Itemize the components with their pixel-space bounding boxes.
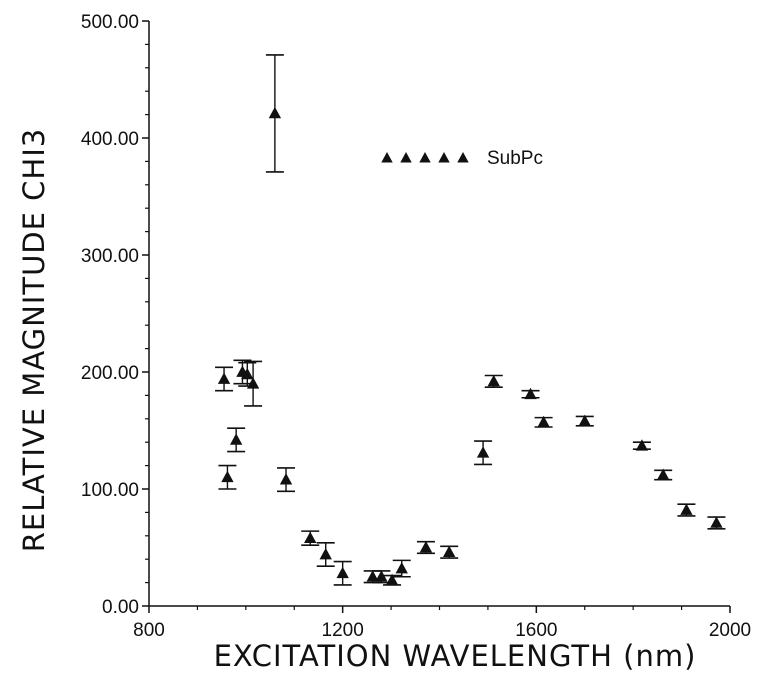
y-axis-title: RELATIVE MAGNITUDE CHI3 xyxy=(17,128,51,552)
data-point-triangle xyxy=(229,433,243,445)
y-tick-label: 500.00 xyxy=(81,12,139,33)
x-tick-label: 800 xyxy=(133,620,165,641)
data-point-triangle xyxy=(476,446,490,458)
data-point-triangle xyxy=(710,516,723,528)
y-tick-label: 200.00 xyxy=(81,363,139,384)
data-point-triangle xyxy=(524,387,537,400)
data-point-triangle xyxy=(680,503,693,515)
ticks xyxy=(142,20,731,613)
y-tick-label: 100.00 xyxy=(81,480,139,501)
legend-marker xyxy=(457,152,469,163)
legend-markers xyxy=(381,152,469,163)
data-point-triangle xyxy=(221,470,234,483)
data-point-triangle xyxy=(578,414,591,427)
data-point-triangle xyxy=(241,367,254,380)
legend-marker xyxy=(381,152,393,163)
axes xyxy=(148,21,730,607)
data-point-triangle xyxy=(635,439,649,451)
data-point-triangle xyxy=(537,415,550,428)
x-tick-labels: 800 1200 1600 2000 xyxy=(133,620,751,641)
legend: SubPc xyxy=(381,148,543,169)
data-point-triangle xyxy=(395,562,408,574)
y-tick-label: 0.00 xyxy=(102,597,139,618)
x-axis-title: EXCITATION WAVELENGTH (nm) xyxy=(214,639,697,673)
data-point-triangle xyxy=(217,372,231,384)
y-tick-label: 300.00 xyxy=(81,246,139,267)
legend-label: SubPc xyxy=(487,148,543,169)
data-point-triangle xyxy=(319,548,332,560)
x-tick-label: 1200 xyxy=(322,620,364,641)
data-point-triangle xyxy=(268,106,282,119)
legend-marker xyxy=(438,152,450,163)
data-point-triangle xyxy=(375,570,388,582)
data-point-triangle xyxy=(304,531,317,544)
data-point-triangle xyxy=(246,377,260,389)
y-tick-labels: 0.00 100.00 200.00 300.00 400.00 500.00 xyxy=(81,12,139,618)
data-points xyxy=(215,54,726,586)
data-point-triangle xyxy=(657,468,670,480)
x-tick-label: 1600 xyxy=(515,620,557,641)
data-point-triangle xyxy=(419,541,433,553)
data-point-triangle xyxy=(487,374,500,387)
legend-marker xyxy=(419,152,431,163)
data-point-triangle xyxy=(336,566,349,579)
data-point-triangle xyxy=(385,573,399,586)
legend-marker xyxy=(400,152,412,163)
data-point-triangle xyxy=(443,545,456,558)
x-tick-label: 2000 xyxy=(709,620,751,641)
data-point-triangle xyxy=(366,570,379,582)
y-tick-label: 400.00 xyxy=(81,129,139,150)
data-point-triangle xyxy=(279,473,293,485)
